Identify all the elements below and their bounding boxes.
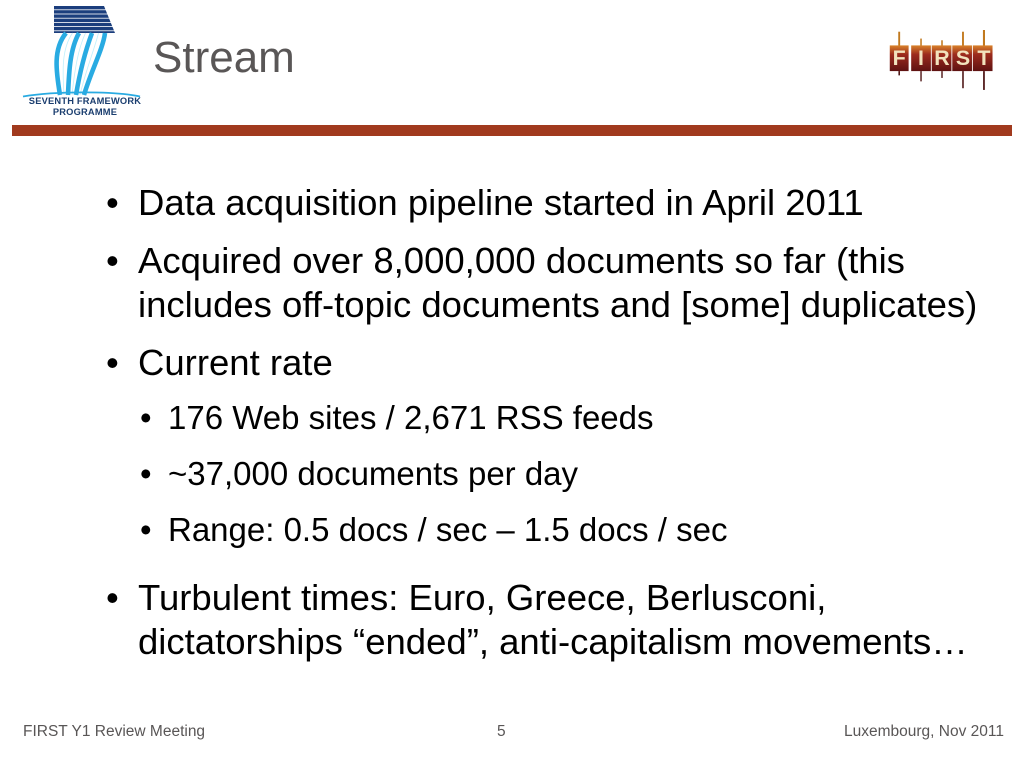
svg-text:T: T bbox=[977, 46, 990, 70]
svg-text:R: R bbox=[934, 46, 950, 70]
svg-text:I: I bbox=[918, 46, 924, 70]
svg-text:S: S bbox=[956, 46, 970, 70]
svg-text:F: F bbox=[893, 46, 906, 70]
